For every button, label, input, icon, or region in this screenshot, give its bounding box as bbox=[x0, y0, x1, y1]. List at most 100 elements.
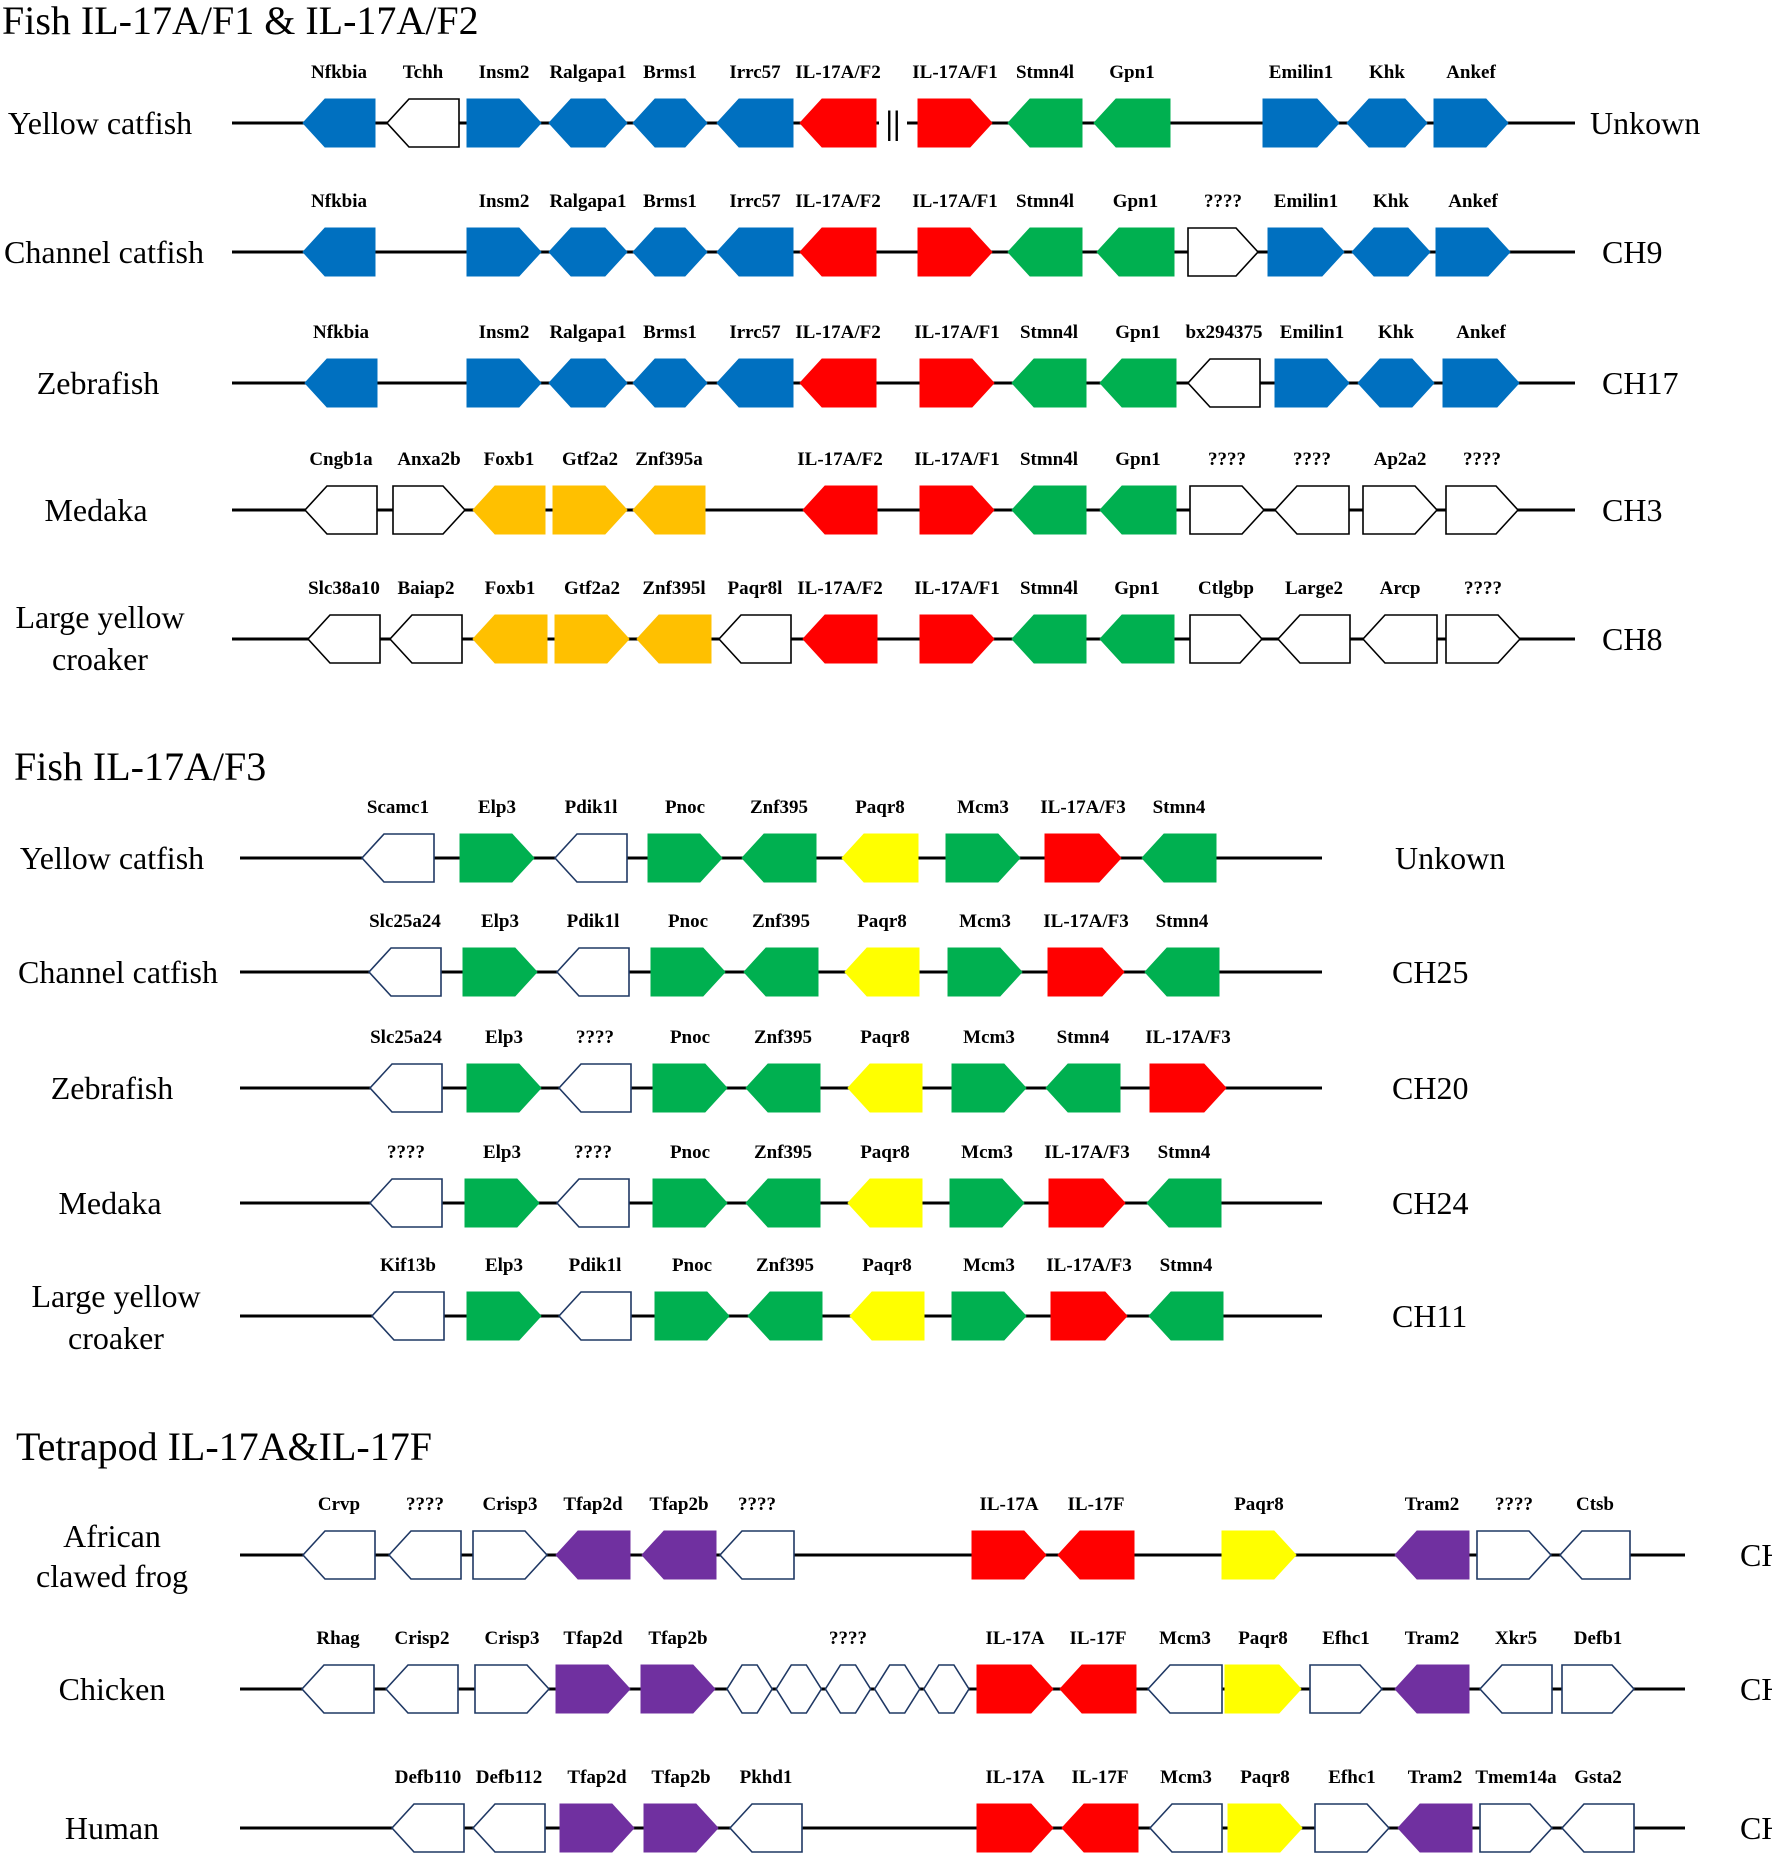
gene-block-il-17a-f1 bbox=[917, 98, 993, 148]
gene-label-bx294375: bx294375 bbox=[1185, 322, 1262, 343]
gene-block-gpn1 bbox=[1099, 614, 1175, 664]
chromosome-label: CH5 bbox=[1740, 1537, 1772, 1573]
gene-label-slc25a24: Slc25a24 bbox=[369, 911, 441, 932]
gene-block-pdik1l bbox=[553, 833, 628, 883]
gene-block-unknown bbox=[1273, 485, 1350, 535]
gene-block-paqr8l bbox=[717, 614, 792, 664]
gene-block-tfap2b bbox=[643, 1803, 719, 1853]
gene-block-pkhd1 bbox=[728, 1803, 803, 1853]
gene-label-crisp3: Crisp3 bbox=[485, 1628, 540, 1649]
gene-label-il-17a-f1: IL-17A/F1 bbox=[914, 449, 1000, 470]
gene-block-scamc1 bbox=[360, 833, 435, 883]
gene-label-il-17a: IL-17A bbox=[979, 1494, 1038, 1515]
gene-block-insm2 bbox=[466, 98, 542, 148]
break-mark: || bbox=[886, 105, 901, 142]
species-label: clawed frog bbox=[36, 1558, 188, 1594]
gene-label-efhc1: Efhc1 bbox=[1328, 1767, 1376, 1788]
gene-label-brms1: Brms1 bbox=[643, 322, 697, 343]
gene-block-elp3 bbox=[466, 1291, 542, 1341]
gene-label-insm2: Insm2 bbox=[479, 62, 530, 83]
gene-block-emilin1 bbox=[1262, 98, 1340, 148]
gene-block-il-17a-f3 bbox=[1044, 833, 1122, 883]
gene-block-rhag bbox=[300, 1664, 375, 1714]
gene-label-elp3: Elp3 bbox=[485, 1027, 523, 1048]
gene-label-rhag: Rhag bbox=[316, 1628, 360, 1649]
gene-block-elp3 bbox=[462, 947, 538, 997]
gene-label-pnoc: Pnoc bbox=[670, 1142, 710, 1163]
gene-label-il-17f: IL-17F bbox=[1068, 1494, 1125, 1515]
gene-block-tfap2b bbox=[641, 1530, 717, 1580]
gene-block-bx294375 bbox=[1186, 358, 1261, 408]
chromosome-label: CH20 bbox=[1392, 1070, 1468, 1106]
gene-label-unknown: ???? bbox=[1463, 449, 1501, 470]
gene-block-kif13b bbox=[370, 1291, 445, 1341]
gene-block-mcm3 bbox=[945, 833, 1021, 883]
gene-block-paqr8 bbox=[1227, 1803, 1303, 1853]
gene-block-crisp2 bbox=[384, 1664, 459, 1714]
gene-block-ralgapa1 bbox=[548, 98, 628, 148]
gene-label-pnoc: Pnoc bbox=[670, 1027, 710, 1048]
gene-block-tfap2d bbox=[559, 1803, 635, 1853]
gene-label-efhc1: Efhc1 bbox=[1322, 1628, 1370, 1649]
gene-label-pnoc: Pnoc bbox=[668, 911, 708, 932]
gene-label-slc38a10: Slc38a10 bbox=[308, 578, 380, 599]
gene-block-khk bbox=[1357, 358, 1435, 408]
gene-label-emilin1: Emilin1 bbox=[1269, 62, 1333, 83]
gene-block-elp3 bbox=[464, 1178, 540, 1228]
gene-block-nfkbia bbox=[302, 227, 376, 277]
gene-block-znf395l bbox=[636, 614, 712, 664]
gene-block-elp3 bbox=[459, 833, 535, 883]
species-label: Yellow catfish bbox=[20, 840, 204, 876]
gene-block-unknown bbox=[775, 1664, 823, 1714]
gene-label-defb110: Defb110 bbox=[395, 1767, 462, 1788]
gene-block-ap2a2 bbox=[1362, 485, 1439, 535]
species-label: Human bbox=[65, 1810, 159, 1846]
gene-label-il-17a-f2: IL-17A/F2 bbox=[795, 191, 881, 212]
gene-block-tmem14a bbox=[1479, 1803, 1554, 1853]
gene-label-stmn4: Stmn4 bbox=[1158, 1142, 1211, 1163]
gene-block-stmn4 bbox=[1141, 833, 1217, 883]
gene-label-il-17a-f3: IL-17A/F3 bbox=[1040, 797, 1126, 818]
gene-block-mcm3 bbox=[951, 1063, 1027, 1113]
gene-block-il-17a-f2 bbox=[799, 227, 877, 277]
gene-label-il-17a-f3: IL-17A/F3 bbox=[1044, 1142, 1130, 1163]
gene-label-paqr8: Paqr8 bbox=[857, 911, 907, 932]
gene-block-unknown bbox=[387, 1530, 462, 1580]
gene-label-tfap2d: Tfap2d bbox=[563, 1494, 623, 1515]
gene-label-mcm3: Mcm3 bbox=[957, 797, 1009, 818]
gene-label-elp3: Elp3 bbox=[485, 1255, 523, 1276]
gene-label-anxa2b: Anxa2b bbox=[397, 449, 460, 470]
gene-label-baiap2: Baiap2 bbox=[397, 578, 454, 599]
species-label: African bbox=[63, 1518, 161, 1554]
gene-label-stmn4: Stmn4 bbox=[1160, 1255, 1213, 1276]
gene-label-paqr8: Paqr8 bbox=[1240, 1767, 1290, 1788]
gene-label-irrc57: Irrc57 bbox=[729, 191, 781, 212]
gene-label-il-17a-f2: IL-17A/F2 bbox=[797, 578, 883, 599]
chromosome-label: CH24 bbox=[1392, 1185, 1468, 1221]
species-label: Channel catfish bbox=[4, 234, 204, 270]
gene-block-stmn4l bbox=[1011, 485, 1087, 535]
gene-block-il-17f bbox=[1059, 1664, 1137, 1714]
gene-block-foxb1 bbox=[472, 614, 548, 664]
gene-label-irrc57: Irrc57 bbox=[729, 62, 781, 83]
gene-label-defb112: Defb112 bbox=[476, 1767, 543, 1788]
gene-block-pnoc bbox=[647, 833, 723, 883]
gene-block-il-17a-f2 bbox=[802, 485, 878, 535]
gene-block-defb112 bbox=[471, 1803, 546, 1853]
gene-label-il-17a: IL-17A bbox=[985, 1767, 1044, 1788]
gene-block-unknown bbox=[726, 1664, 774, 1714]
gene-label-il-17a-f1: IL-17A/F1 bbox=[914, 322, 1000, 343]
gene-label-khk: Khk bbox=[1373, 191, 1409, 212]
gene-label-il-17a-f1: IL-17A/F1 bbox=[912, 62, 998, 83]
gene-block-paqr8 bbox=[847, 1063, 923, 1113]
gene-block-paqr8 bbox=[847, 1178, 923, 1228]
gene-block-il-17a-f3 bbox=[1050, 1291, 1128, 1341]
gene-label-tram2: Tram2 bbox=[1405, 1628, 1460, 1649]
gene-label-paqr8: Paqr8 bbox=[855, 797, 905, 818]
gene-block-slc38a10 bbox=[306, 614, 381, 664]
gene-label-unknown: ???? bbox=[829, 1628, 867, 1649]
gene-block-il-17a-f1 bbox=[919, 485, 995, 535]
gene-block-unknown bbox=[824, 1664, 872, 1714]
chromosome-label: CH8 bbox=[1602, 621, 1662, 657]
